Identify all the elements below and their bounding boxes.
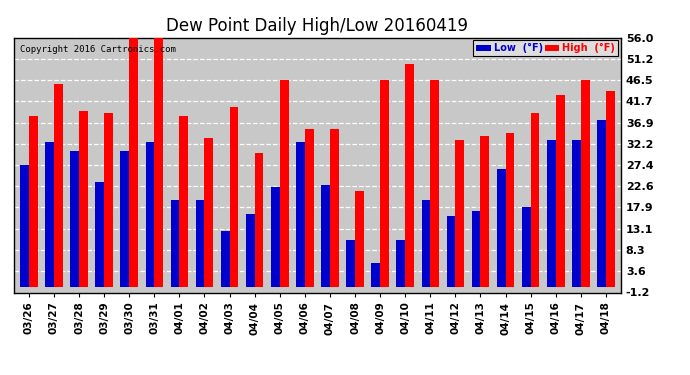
Bar xyxy=(446,216,455,287)
Bar xyxy=(472,211,480,287)
Bar xyxy=(20,165,29,287)
Bar xyxy=(204,138,213,287)
Bar xyxy=(146,142,155,287)
Bar xyxy=(522,207,531,287)
Bar xyxy=(79,111,88,287)
Bar xyxy=(371,262,380,287)
Bar xyxy=(572,140,581,287)
Bar xyxy=(581,80,590,287)
Bar xyxy=(555,96,564,287)
Bar xyxy=(422,200,431,287)
Bar xyxy=(221,231,230,287)
Bar xyxy=(246,214,255,287)
Title: Dew Point Daily High/Low 20160419: Dew Point Daily High/Low 20160419 xyxy=(166,16,469,34)
Bar xyxy=(305,129,314,287)
Bar xyxy=(54,84,63,287)
Bar xyxy=(455,140,464,287)
Bar xyxy=(121,151,129,287)
Bar xyxy=(547,140,555,287)
Bar xyxy=(70,151,79,287)
Bar xyxy=(179,116,188,287)
Bar xyxy=(230,106,238,287)
Bar xyxy=(431,80,439,287)
Bar xyxy=(497,169,506,287)
Bar xyxy=(355,191,364,287)
Bar xyxy=(480,136,489,287)
Bar xyxy=(95,182,104,287)
Bar xyxy=(170,200,179,287)
Bar xyxy=(330,129,339,287)
Text: Copyright 2016 Cartronics.com: Copyright 2016 Cartronics.com xyxy=(20,45,176,54)
Bar xyxy=(129,33,138,287)
Bar xyxy=(380,80,389,287)
Bar xyxy=(506,134,514,287)
Bar xyxy=(45,142,54,287)
Bar xyxy=(405,64,414,287)
Bar xyxy=(104,113,113,287)
Bar xyxy=(531,113,540,287)
Legend: Low  (°F), High  (°F): Low (°F), High (°F) xyxy=(473,40,618,56)
Bar xyxy=(321,184,330,287)
Bar xyxy=(346,240,355,287)
Bar xyxy=(296,142,305,287)
Bar xyxy=(255,153,264,287)
Bar xyxy=(606,91,615,287)
Bar xyxy=(397,240,405,287)
Bar xyxy=(29,116,38,287)
Bar xyxy=(597,120,606,287)
Bar xyxy=(155,33,163,287)
Bar xyxy=(279,80,288,287)
Bar xyxy=(271,187,279,287)
Bar xyxy=(196,200,204,287)
